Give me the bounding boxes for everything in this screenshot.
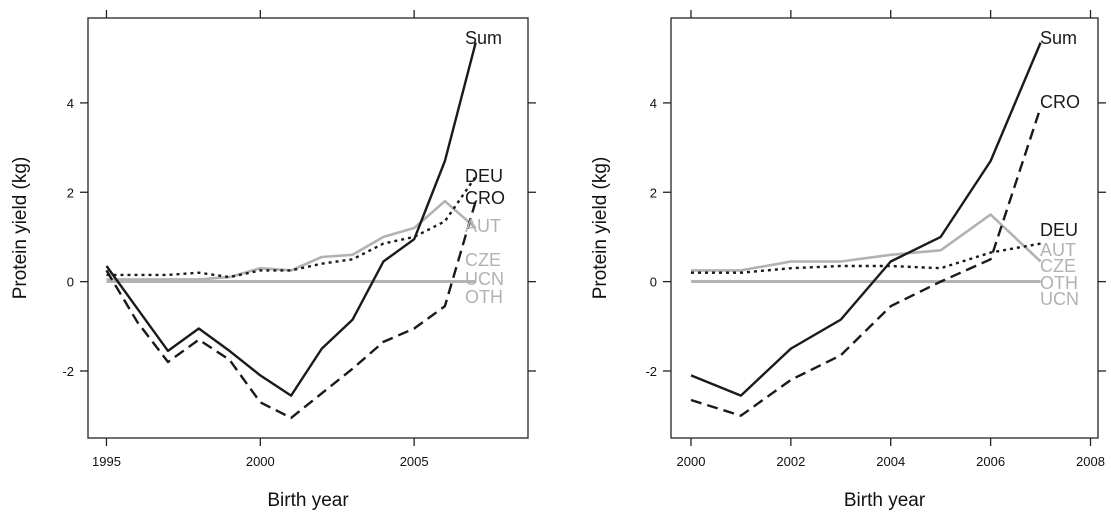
series-label-ucn: UCN <box>465 269 504 289</box>
plot-frame <box>670 17 1099 439</box>
x-tick-label: 2002 <box>776 454 805 469</box>
y-tick-label: 2 <box>67 185 74 200</box>
x-tick-label: 2008 <box>1076 454 1105 469</box>
series-line-sum <box>690 42 1042 397</box>
y-tick-label: 2 <box>650 185 657 200</box>
series-label-cze: CZE <box>1040 256 1076 276</box>
plot-frame <box>87 17 529 439</box>
series-label-aut: AUT <box>1040 240 1076 260</box>
series-line-sum <box>105 42 477 397</box>
series-label-cro: CRO <box>1040 92 1080 112</box>
x-axis-label: Birth year <box>844 490 926 511</box>
x-tick-label: 2005 <box>400 454 429 469</box>
y-tick-label: -2 <box>62 364 74 379</box>
chart-panel-2: 2000 2002 2004 2006 2008 -2 0 2 4 Birth year Prote… <box>590 10 1106 511</box>
y-tick-label: 4 <box>67 96 74 111</box>
x-tick-label: 2006 <box>976 454 1005 469</box>
series-line-deu <box>691 242 1041 274</box>
x-axis-label: Birth year <box>267 490 349 511</box>
series-line-aut <box>106 199 477 281</box>
series-label-deu: DEU <box>1040 220 1078 240</box>
series-label-cro: CRO <box>465 188 505 208</box>
x-tick-label: 2004 <box>876 454 905 469</box>
x-tick-label: 1995 <box>92 454 121 469</box>
x-tick-label: 2000 <box>677 454 706 469</box>
y-tick-label: -2 <box>645 364 657 379</box>
series-label-sum: Sum <box>1040 28 1077 48</box>
chart-panel-1: 1995 2000 2005 -2 0 2 4 Birth year Protein yield… <box>10 10 536 511</box>
series-line-cro <box>690 107 1042 417</box>
series-label-sum: Sum <box>465 28 502 48</box>
series-line-aut <box>691 213 1042 272</box>
y-tick-label: 0 <box>67 275 74 290</box>
series-label-cze: CZE <box>465 250 501 270</box>
y-axis-label: Protein yield (kg) <box>10 157 31 300</box>
y-axis-label: Protein yield (kg) <box>590 157 611 300</box>
series-label-ucn: UCN <box>1040 289 1079 309</box>
series-label-oth: OTH <box>465 287 503 307</box>
y-tick-label: 0 <box>650 275 657 290</box>
series-line-cro <box>105 200 477 420</box>
series-label-oth: OTH <box>1040 273 1078 293</box>
series-label-deu: DEU <box>465 166 503 186</box>
y-tick-label: 4 <box>650 96 657 111</box>
x-tick-label: 2000 <box>246 454 275 469</box>
series-label-aut: AUT <box>465 216 501 236</box>
